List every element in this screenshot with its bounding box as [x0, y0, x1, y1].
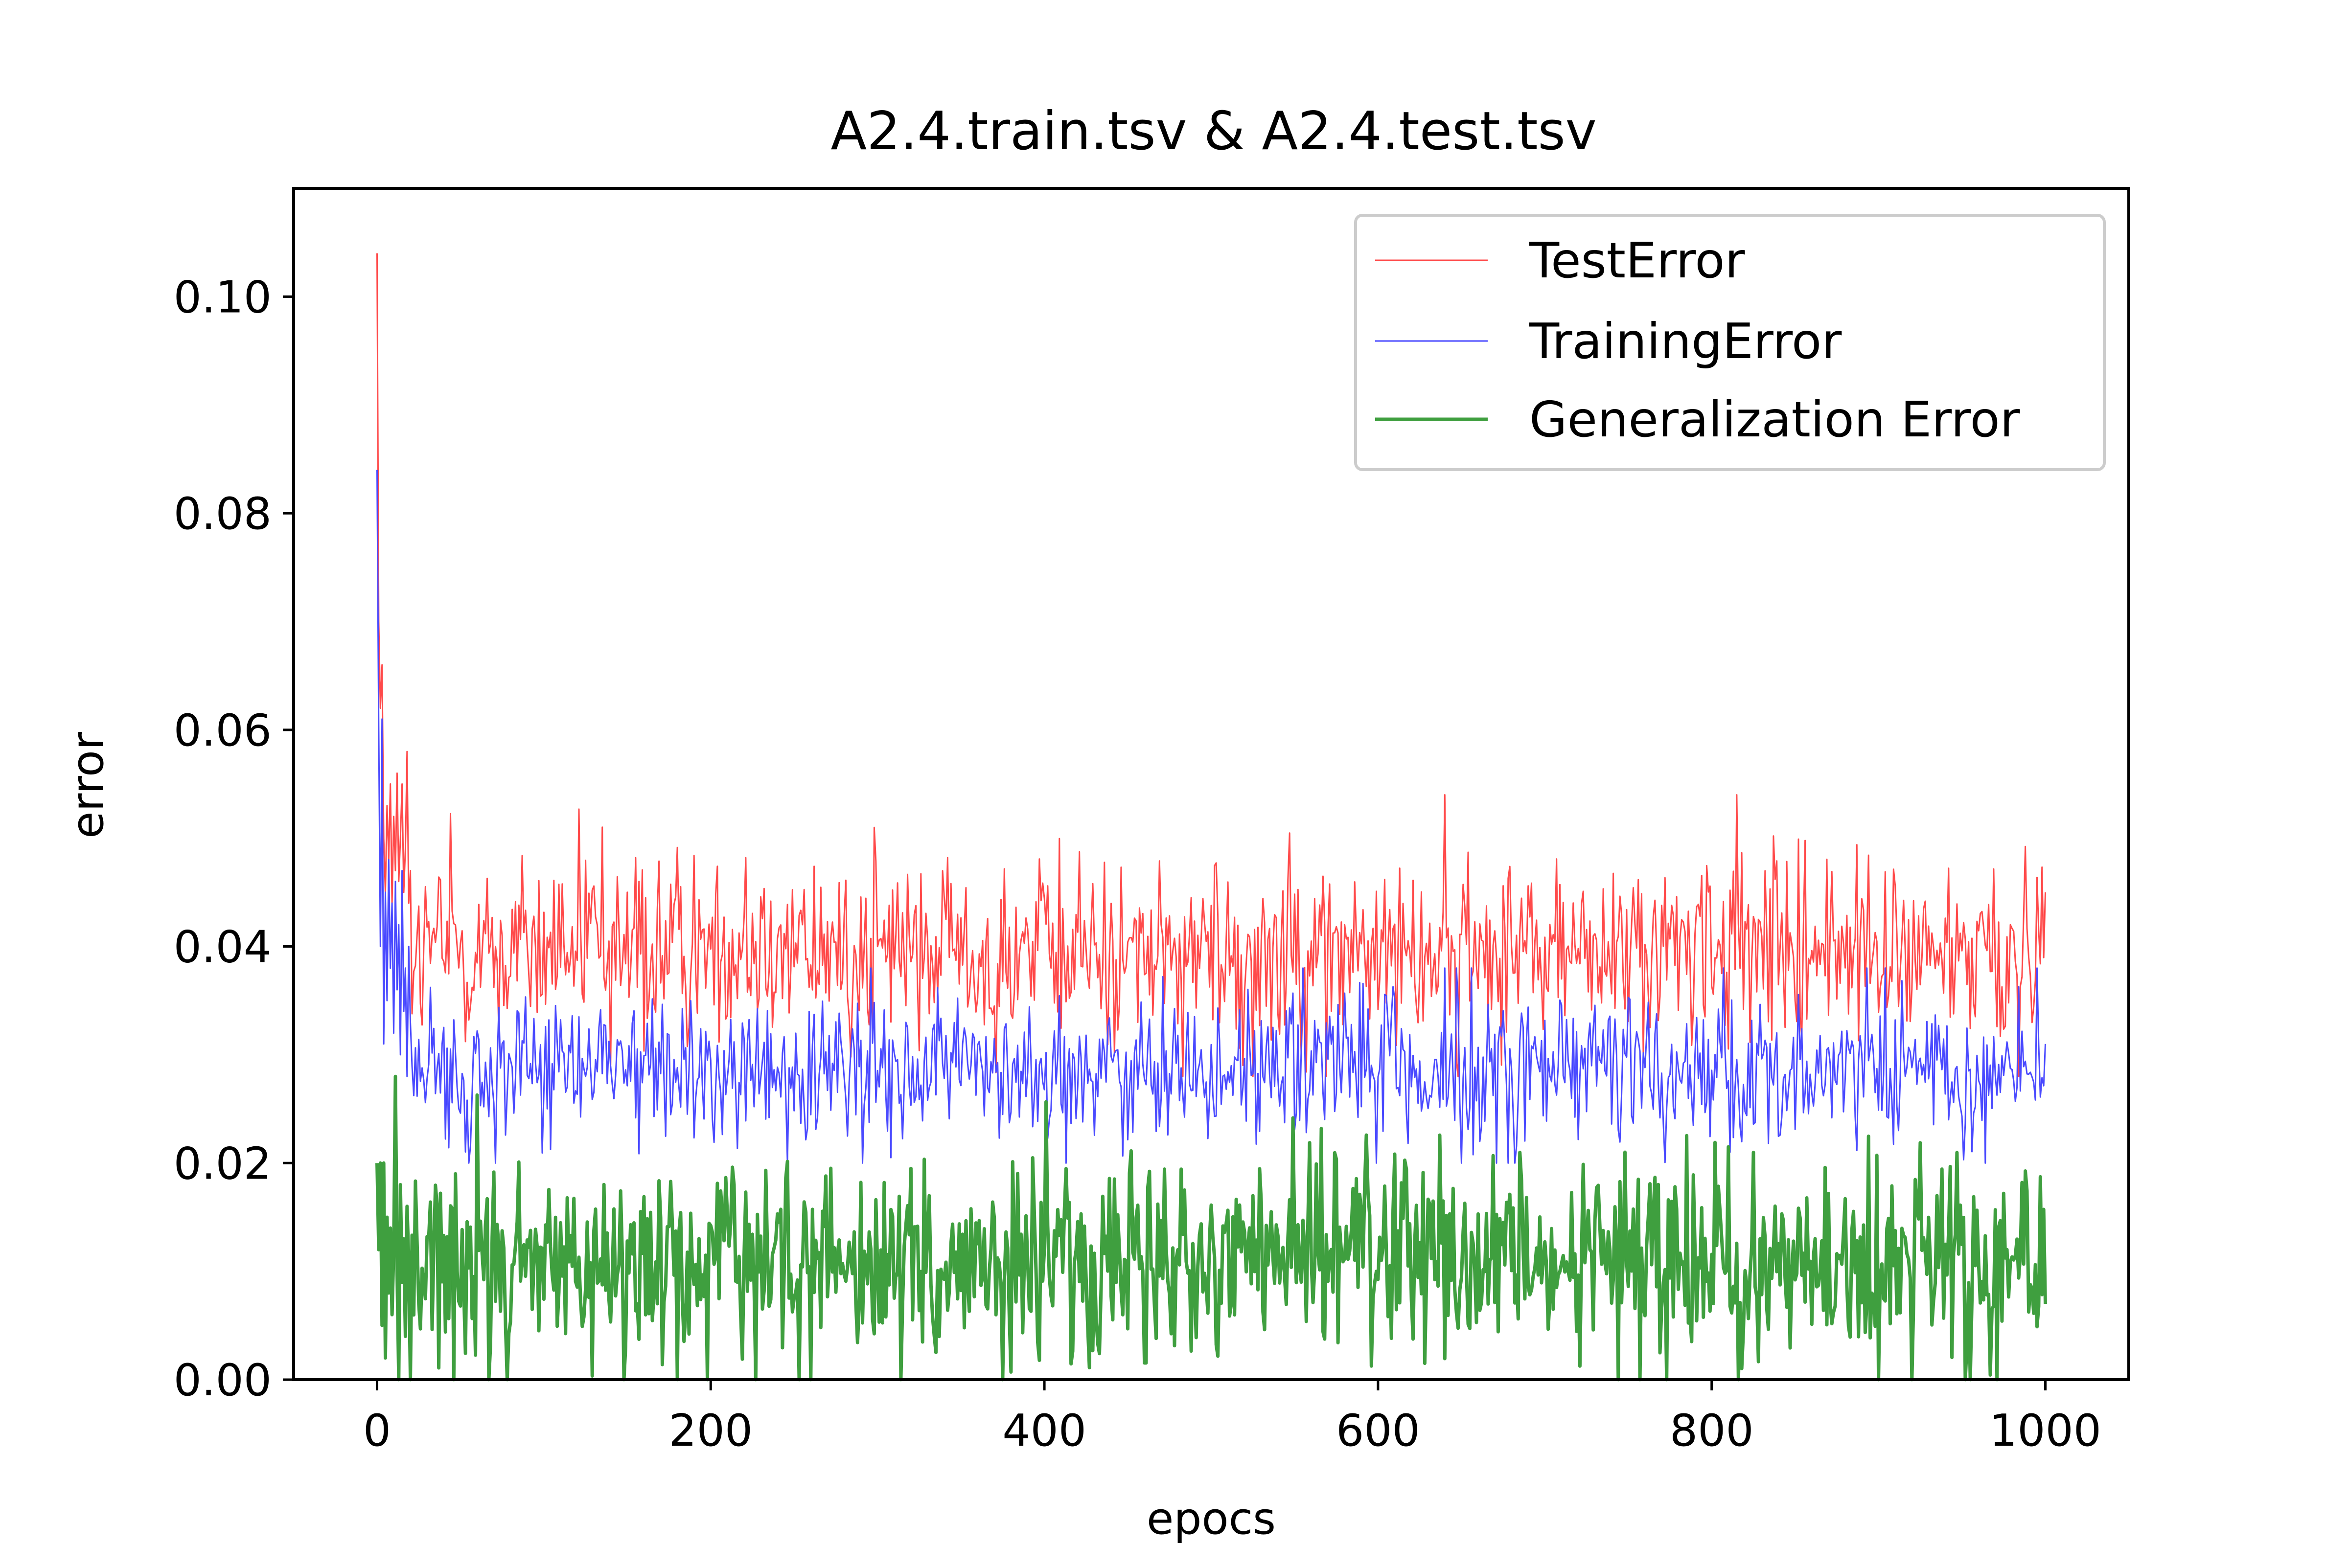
series-line-trainingerror: [376, 470, 2046, 1164]
series-line-generalization-error: [375, 1074, 2047, 1382]
y-tick-label: 0.10: [174, 272, 272, 323]
y-tick-label: 0.04: [174, 922, 272, 973]
x-tick-label: 1000: [1989, 1405, 2101, 1456]
x-tick-label: 400: [1002, 1405, 1086, 1456]
x-tick-label: 600: [1336, 1405, 1420, 1456]
y-tick-label: 0.00: [174, 1355, 272, 1406]
y-tick-label: 0.02: [174, 1138, 272, 1189]
legend-label-test: TestError: [1529, 232, 1746, 289]
x-tick-label: 800: [1670, 1405, 1754, 1456]
plot-series: [375, 253, 2047, 1382]
plot-frame: [292, 187, 2130, 1381]
y-axis: 0.00 0.02 0.04 0.06 0.08 0.10: [174, 272, 294, 1406]
x-axis-label: epocs: [1147, 1493, 1276, 1545]
y-tick-label: 0.06: [174, 705, 272, 756]
series-line-testerror: [376, 253, 2046, 1077]
x-tick-label: 200: [668, 1405, 753, 1456]
legend-box: [1354, 214, 2106, 471]
legend-label-train: TrainingError: [1529, 313, 1842, 370]
legend-label-generalization: Generalization Error: [1529, 391, 2021, 448]
y-axis-label: error: [62, 732, 114, 839]
chart-title: A2.4.train.tsv & A2.4.test.tsv: [830, 101, 1596, 162]
x-axis: 0 200 400 600 800 1000: [363, 1380, 2101, 1456]
y-tick-label: 0.08: [174, 488, 272, 540]
legend: TestError TrainingError Generalization E…: [1354, 214, 2106, 471]
x-tick-label: 0: [363, 1405, 391, 1456]
